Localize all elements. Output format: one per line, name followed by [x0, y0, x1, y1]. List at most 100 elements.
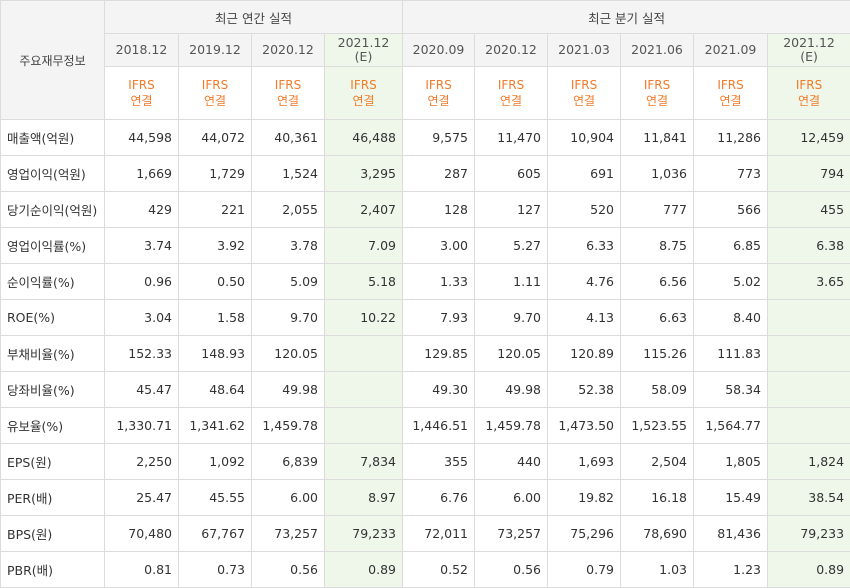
value-cell: 148.93: [179, 336, 252, 372]
value-cell: 1.33: [403, 264, 475, 300]
value-cell: 1.03: [621, 552, 694, 588]
row-label: PER(배): [1, 480, 105, 516]
value-cell: [768, 300, 850, 336]
value-cell: 25.47: [105, 480, 179, 516]
value-cell: 2,250: [105, 444, 179, 480]
period-label: 2020.09: [413, 42, 465, 57]
ifrs-label: IFRS: [700, 77, 761, 93]
period-header: 2021.09: [694, 34, 768, 67]
value-cell: 3,295: [325, 156, 403, 192]
value-cell: 691: [548, 156, 621, 192]
value-cell: 1,524: [252, 156, 325, 192]
value-cell: [768, 336, 850, 372]
row-label: ROE(%): [1, 300, 105, 336]
row-label: 순이익률(%): [1, 264, 105, 300]
value-cell: 49.98: [475, 372, 548, 408]
value-cell: 7.93: [403, 300, 475, 336]
consolidated-label: 연결: [331, 93, 396, 109]
row-label: 당기순이익(억원): [1, 192, 105, 228]
value-cell: 10,904: [548, 120, 621, 156]
row-label: 유보율(%): [1, 408, 105, 444]
value-cell: 4.76: [548, 264, 621, 300]
period-header: 2021.06: [621, 34, 694, 67]
value-cell: [768, 372, 850, 408]
value-cell: 19.82: [548, 480, 621, 516]
value-cell: 127: [475, 192, 548, 228]
consolidated-label: 연결: [700, 93, 761, 109]
consolidated-label: 연결: [481, 93, 541, 109]
value-cell: 1,824: [768, 444, 850, 480]
value-cell: 52.38: [548, 372, 621, 408]
corner-label: 주요재무정보: [1, 1, 105, 120]
value-cell: 0.56: [252, 552, 325, 588]
row-label: PBR(배): [1, 552, 105, 588]
ifrs-label: IFRS: [627, 77, 687, 93]
value-cell: 0.52: [403, 552, 475, 588]
period-header: 2020.12: [252, 34, 325, 67]
value-cell: 221: [179, 192, 252, 228]
value-cell: 1,341.62: [179, 408, 252, 444]
value-cell: 9.70: [252, 300, 325, 336]
row-label: 영업이익(억원): [1, 156, 105, 192]
value-cell: 15.49: [694, 480, 768, 516]
value-cell: 6.00: [252, 480, 325, 516]
value-cell: 79,233: [325, 516, 403, 552]
quarter-group-header: 최근 분기 실적: [403, 1, 850, 34]
value-cell: 3.04: [105, 300, 179, 336]
consolidated-label: 연결: [774, 93, 844, 109]
consolidated-label: 연결: [185, 93, 245, 109]
value-cell: 773: [694, 156, 768, 192]
value-cell: 115.26: [621, 336, 694, 372]
period-label: 2020.12: [262, 42, 314, 57]
period-header: 2018.12: [105, 34, 179, 67]
value-cell: 1,669: [105, 156, 179, 192]
value-cell: 1,729: [179, 156, 252, 192]
value-cell: 11,286: [694, 120, 768, 156]
consolidated-label: 연결: [409, 93, 468, 109]
period-header: 2020.12: [475, 34, 548, 67]
period-label: 2021.06: [631, 42, 683, 57]
value-cell: 46,488: [325, 120, 403, 156]
value-cell: 440: [475, 444, 548, 480]
value-cell: 1,693: [548, 444, 621, 480]
estimate-marker: (E): [331, 50, 396, 64]
value-cell: 49.30: [403, 372, 475, 408]
period-label: 2021.12: [338, 35, 390, 50]
value-cell: 6.76: [403, 480, 475, 516]
ifrs-label: IFRS: [258, 77, 318, 93]
row-label: 부채비율(%): [1, 336, 105, 372]
value-cell: 120.05: [252, 336, 325, 372]
value-cell: 11,841: [621, 120, 694, 156]
value-cell: [325, 408, 403, 444]
value-cell: 1,446.51: [403, 408, 475, 444]
value-cell: 3.00: [403, 228, 475, 264]
value-cell: 45.47: [105, 372, 179, 408]
ifrs-label: IFRS: [481, 77, 541, 93]
value-cell: 8.75: [621, 228, 694, 264]
value-cell: 9,575: [403, 120, 475, 156]
value-cell: 12,459: [768, 120, 850, 156]
value-cell: 44,598: [105, 120, 179, 156]
value-cell: 79,233: [768, 516, 850, 552]
value-cell: 0.89: [325, 552, 403, 588]
value-cell: 6.85: [694, 228, 768, 264]
ifrs-label: IFRS: [554, 77, 614, 93]
period-header: 2021.12(E): [325, 34, 403, 67]
value-cell: 73,257: [252, 516, 325, 552]
value-cell: 16.18: [621, 480, 694, 516]
